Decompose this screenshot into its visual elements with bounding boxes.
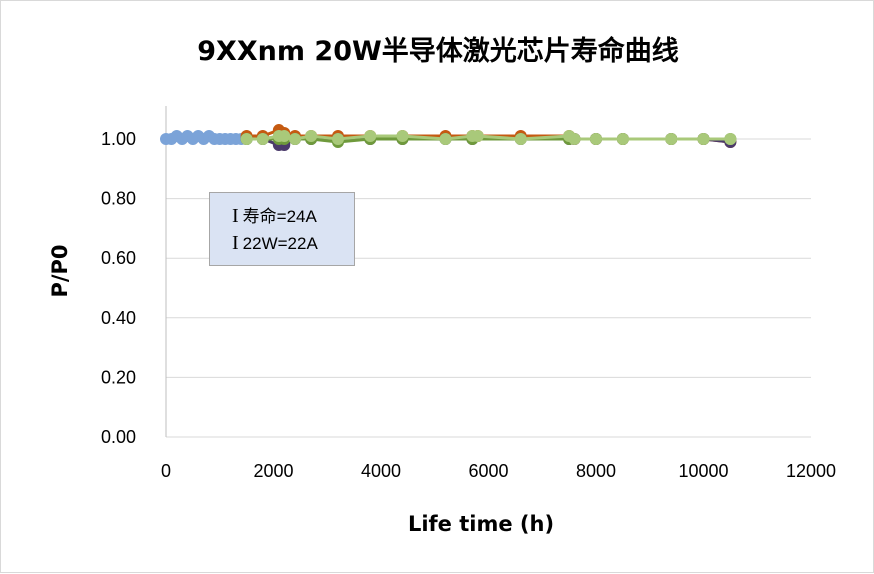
data-point	[240, 133, 253, 145]
y-tick-label: 0.20	[101, 367, 136, 387]
data-point	[289, 133, 301, 145]
data-point	[305, 130, 318, 143]
data-point	[396, 130, 409, 143]
y-tick-label: 0.00	[101, 427, 136, 447]
x-tick-label: 6000	[468, 461, 508, 481]
x-tick-label: 2000	[253, 461, 293, 481]
data-point	[697, 133, 710, 145]
y-axis-label: P/P0	[48, 244, 72, 297]
data-point	[724, 133, 737, 145]
data-point	[332, 133, 344, 145]
data-point	[471, 130, 484, 143]
annotation-symbol: I	[232, 205, 239, 227]
annotation-line-2: 22W=22A	[242, 234, 318, 253]
data-point	[514, 133, 527, 145]
data-point	[665, 133, 678, 145]
x-tick-label: 12000	[786, 461, 836, 481]
data-point	[616, 133, 629, 145]
data-point	[590, 133, 602, 145]
data-point	[439, 133, 452, 145]
annotation-symbol: I	[232, 232, 239, 254]
y-tick-label: 0.60	[101, 248, 136, 268]
x-tick-label: 8000	[576, 461, 616, 481]
data-point	[256, 133, 269, 145]
chart-title: 9XXnm 20W半导体激光芯片寿命曲线	[197, 36, 679, 67]
x-tick-label: 0	[161, 461, 171, 481]
y-tick-label: 0.40	[101, 308, 136, 328]
y-tick-label: 1.00	[101, 129, 136, 149]
data-point	[568, 133, 581, 145]
annotation-line-1: 寿命=24A	[242, 207, 317, 226]
data-point	[364, 130, 377, 143]
annotation-box: I 寿命=24A I 22W=22A	[209, 192, 355, 266]
x-tick-label: 10000	[678, 461, 728, 481]
x-axis-label: Life time (h)	[408, 512, 554, 536]
x-tick-label: 4000	[361, 461, 401, 481]
data-point	[278, 130, 291, 143]
y-tick-label: 0.80	[101, 189, 136, 209]
